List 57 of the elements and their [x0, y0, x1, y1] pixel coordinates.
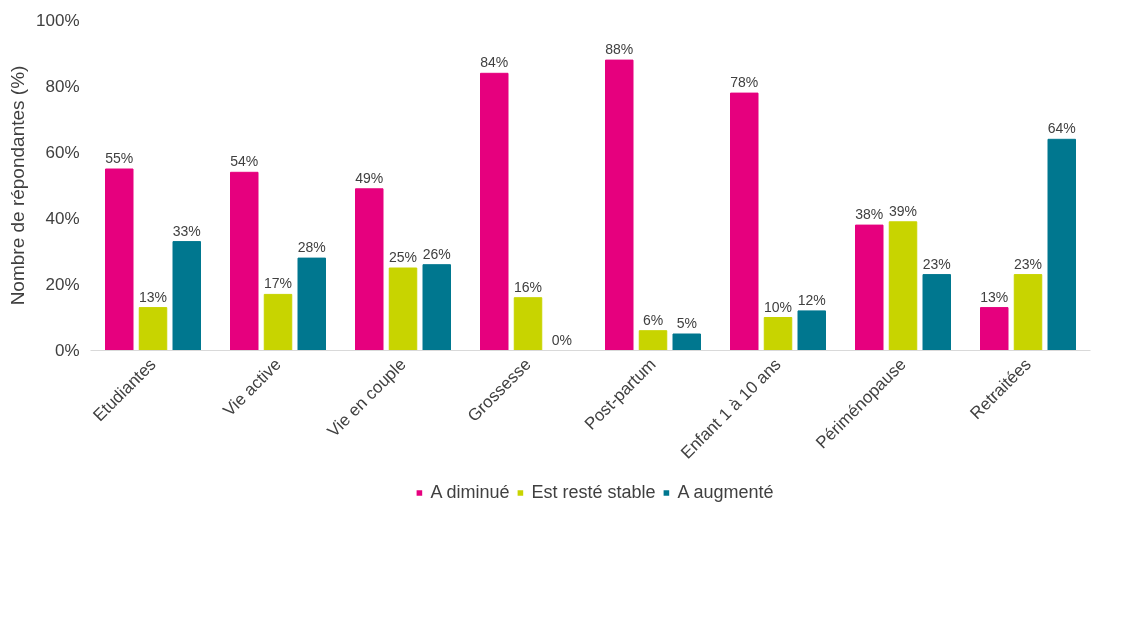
bar: [480, 72, 509, 351]
y-tick-label: 60%: [45, 143, 80, 162]
bar: [730, 92, 759, 351]
bar: [297, 257, 326, 351]
data-label: 88%: [605, 41, 634, 58]
bar: [1047, 138, 1076, 351]
y-tick-label: 80%: [45, 77, 80, 96]
bar: [888, 221, 918, 351]
bar: [638, 330, 668, 351]
data-label: 23%: [922, 255, 951, 272]
data-label: 54%: [230, 153, 259, 170]
bar: [1013, 274, 1043, 351]
bar: [172, 241, 201, 351]
data-label: 17%: [263, 275, 293, 292]
data-label: 5%: [676, 315, 697, 331]
y-tick-label: 20%: [45, 275, 80, 294]
bar: [980, 307, 1009, 351]
data-label: 10%: [763, 298, 793, 315]
bar: [855, 224, 884, 351]
bar: [138, 307, 168, 351]
y-axis-title: Nombre de répondantes (%): [7, 65, 29, 306]
data-label: 16%: [513, 278, 543, 295]
data-label: 49%: [355, 169, 384, 186]
data-label: 38%: [855, 206, 884, 223]
bar: [605, 59, 634, 351]
data-label: 23%: [1013, 255, 1043, 272]
data-label: 13%: [138, 288, 168, 305]
bar: [763, 317, 793, 351]
bar: [263, 293, 293, 351]
legend-label: A diminué: [430, 481, 510, 503]
y-tick-label: 40%: [45, 209, 80, 228]
bar: [388, 267, 418, 351]
y-tick-label: 0%: [54, 341, 80, 360]
bar: [105, 168, 134, 351]
y-tick-label: 100%: [36, 11, 80, 30]
bar: [797, 310, 826, 351]
data-label: 78%: [730, 74, 759, 91]
data-label: 25%: [388, 249, 418, 265]
bar: [355, 188, 384, 351]
bar: [230, 171, 259, 351]
data-label: 28%: [297, 239, 326, 256]
data-label: 39%: [888, 202, 918, 219]
legend-label: Est resté stable: [531, 481, 656, 503]
bar: [672, 333, 701, 351]
legend-label: A augmenté: [677, 481, 774, 503]
data-label: 55%: [105, 150, 134, 166]
data-label: 12%: [797, 291, 826, 308]
data-label: 13%: [980, 288, 1009, 305]
data-label: 0%: [551, 331, 572, 348]
bar: [513, 297, 543, 351]
data-label: 84%: [480, 54, 509, 71]
data-label: 6%: [642, 311, 664, 328]
data-label: 26%: [422, 245, 451, 262]
bar: [922, 274, 951, 351]
data-label: 64%: [1047, 120, 1076, 137]
data-label: 33%: [172, 222, 201, 239]
bar: [422, 264, 451, 351]
